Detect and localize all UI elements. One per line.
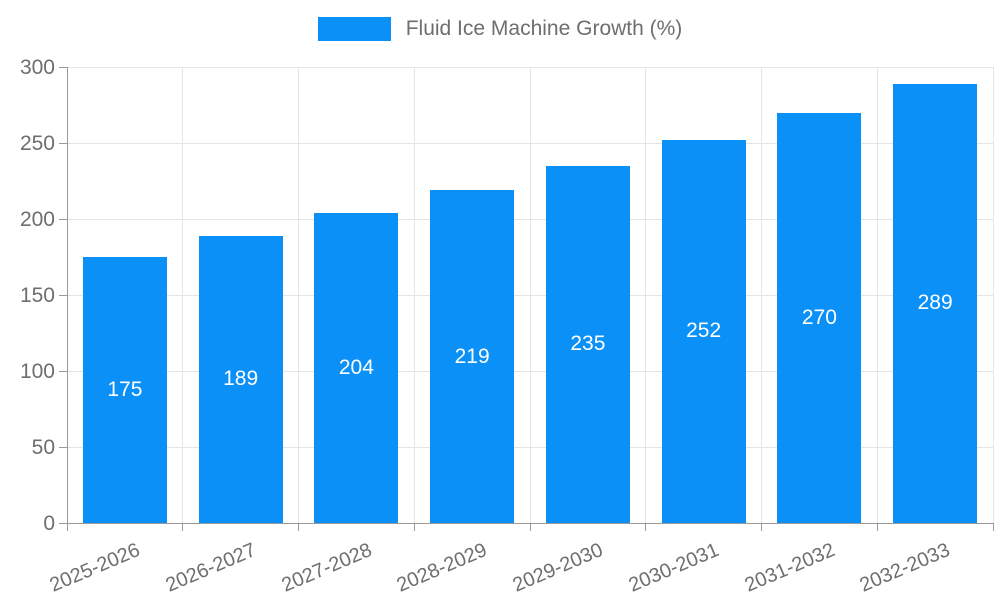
x-tick-label: 2030-2031: [625, 539, 723, 597]
x-gridline: [645, 67, 647, 523]
bar[interactable]: [777, 112, 862, 523]
x-tick-label: 2031-2032: [741, 539, 838, 597]
y-tick-mark: [59, 142, 67, 144]
y-tick-mark: [59, 446, 67, 448]
x-tick-mark: [529, 523, 531, 531]
y-tick-label: 150: [19, 283, 55, 307]
bar[interactable]: [198, 235, 283, 523]
x-tick-mark: [876, 523, 878, 531]
y-tick-label: 250: [19, 131, 55, 155]
y-tick-label: 100: [19, 359, 55, 383]
x-tick-mark: [182, 523, 184, 531]
x-tick-label: 2027-2028: [278, 539, 375, 597]
x-gridline: [413, 67, 415, 523]
y-tick-mark: [59, 522, 67, 524]
x-tick-mark: [66, 523, 68, 531]
y-axis-line: [66, 67, 68, 523]
x-gridline: [182, 67, 184, 523]
x-tick-mark: [645, 523, 647, 531]
y-tick-label: 300: [19, 55, 55, 79]
x-gridline: [529, 67, 531, 523]
bar[interactable]: [82, 257, 167, 523]
legend-swatch-icon: [317, 17, 391, 41]
y-tick-label: 200: [19, 207, 55, 231]
x-tick-label: 2026-2027: [162, 539, 260, 597]
x-gridline: [876, 67, 878, 523]
bar[interactable]: [893, 83, 978, 523]
x-axis-line: [67, 522, 993, 524]
x-gridline: [761, 67, 762, 523]
x-tick-label: 2028-2029: [394, 539, 491, 597]
legend-label: Fluid Ice Machine Growth (%): [405, 17, 683, 40]
bar[interactable]: [314, 212, 399, 523]
y-tick-mark: [59, 294, 67, 296]
bar[interactable]: [661, 139, 746, 523]
x-gridline: [298, 67, 299, 523]
x-tick-mark: [761, 523, 762, 531]
legend-item[interactable]: Fluid Ice Machine Growth (%): [0, 16, 1000, 42]
x-tick-mark: [298, 523, 299, 531]
x-tick-label: 2025-2026: [46, 539, 144, 597]
y-tick-mark: [59, 218, 67, 220]
x-tick-mark: [992, 523, 994, 531]
y-tick-mark: [59, 370, 67, 372]
x-tick-label: 2029-2030: [509, 539, 607, 597]
y-tick-label: 0: [43, 511, 55, 535]
x-tick-label: 2032-2033: [857, 539, 954, 597]
x-gridline: [992, 67, 994, 523]
y-tick-mark: [59, 66, 67, 68]
y-tick-label: 50: [31, 435, 55, 459]
bar[interactable]: [430, 190, 515, 523]
x-tick-mark: [413, 523, 415, 531]
bar[interactable]: [545, 165, 630, 523]
